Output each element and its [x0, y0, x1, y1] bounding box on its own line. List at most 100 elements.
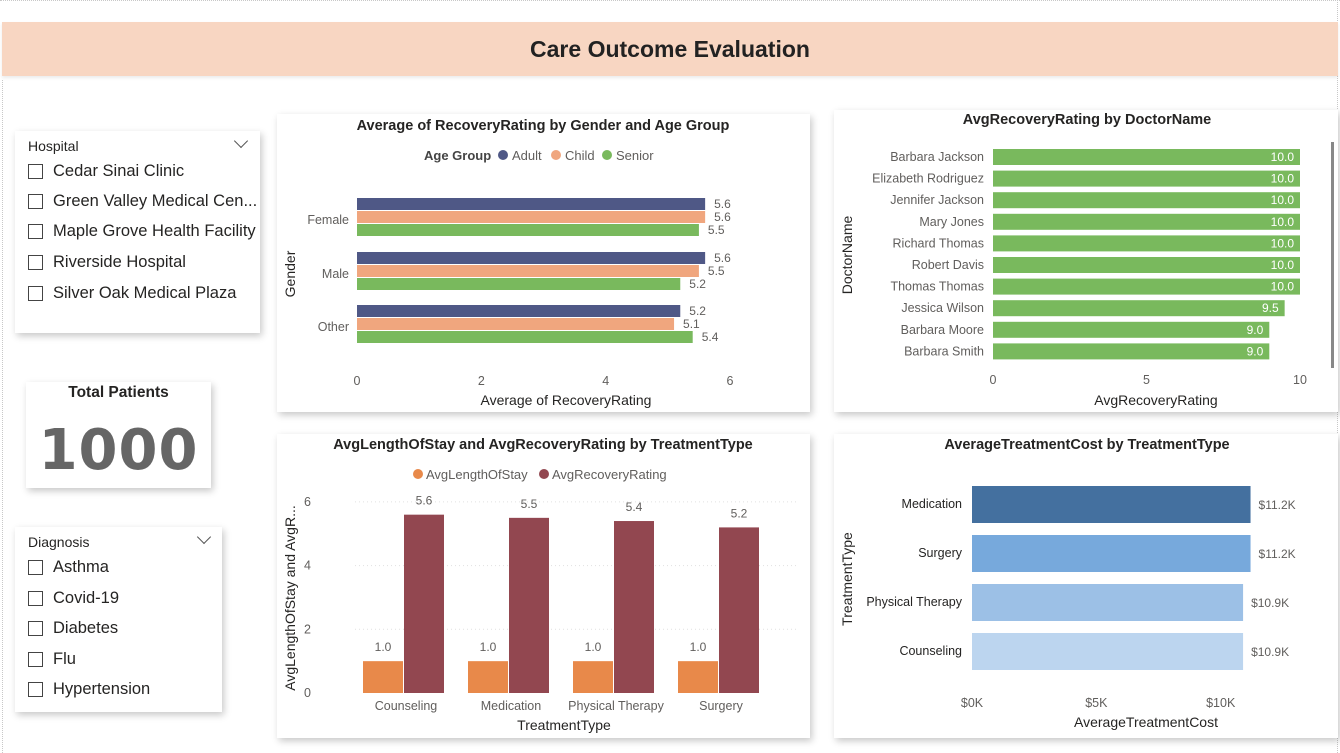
treatment-los-chart[interactable]: AvgLengthOfStay and AvgRecoveryRating by… — [277, 434, 810, 738]
cost-chart[interactable]: AverageTreatmentCost by TreatmentType Med… — [834, 434, 1338, 738]
checkbox[interactable] — [28, 620, 43, 636]
data-label: 5.5 — [708, 223, 725, 237]
doctor-bar — [993, 257, 1300, 273]
doctor-bar — [993, 149, 1300, 165]
slicer-item-silver-oak[interactable]: Silver Oak Medical Plaza — [28, 282, 236, 304]
legend-marker — [551, 150, 561, 160]
slicer-item-label: Maple Grove Health Facility — [53, 221, 256, 240]
slicer-item-label: Riverside Hospital — [53, 252, 186, 271]
chevron-down-icon[interactable] — [196, 529, 212, 545]
checkbox[interactable] — [28, 163, 43, 179]
y-tick-label: 2 — [304, 622, 311, 636]
data-label: 5.2 — [689, 304, 706, 318]
doctor-bar — [993, 278, 1300, 295]
category-label: Physical Therapy — [568, 699, 664, 713]
category-label: Other — [318, 320, 349, 334]
slicer-item-label: Silver Oak Medical Plaza — [53, 283, 237, 302]
category-label: Surgery — [918, 546, 963, 560]
slicer-item-riverside[interactable]: Riverside Hospital — [28, 251, 186, 273]
slicer-item-diabetes[interactable]: Diabetes — [28, 617, 118, 639]
diagnosis-slicer-title: Diagnosis — [28, 534, 90, 550]
x-axis-title: AverageTreatmentCost — [1074, 714, 1218, 730]
doctor-bar — [993, 343, 1270, 360]
checkbox[interactable] — [28, 285, 43, 301]
data-label: $10.9K — [1251, 645, 1289, 659]
slicer-item-label: Asthma — [53, 557, 109, 576]
data-label: 5.5 — [708, 264, 725, 278]
x-tick-label: $5K — [1085, 696, 1108, 710]
kpi-label: Total Patients — [68, 384, 169, 401]
slicer-item-maple-grove[interactable]: Maple Grove Health Facility — [28, 220, 256, 242]
slicer-item-covid-19[interactable]: Covid-19 — [28, 587, 119, 609]
y-axis-title: Gender — [282, 250, 298, 297]
data-label: 10.0 — [1271, 193, 1295, 207]
category-label: Male — [322, 267, 349, 281]
y-axis-title: DoctorName — [839, 216, 855, 295]
y-axis-title: AvgLengthOfStay and AvgR... — [282, 505, 298, 691]
category-label: Counseling — [899, 644, 962, 658]
slicer-item-hypertension[interactable]: Hypertension — [28, 678, 150, 700]
category-label: Medication — [481, 699, 541, 713]
scrollbar — [1331, 142, 1334, 368]
slicer-item-flu[interactable]: Flu — [28, 648, 76, 670]
x-tick-label: $10K — [1206, 696, 1236, 710]
bar-senior — [357, 278, 681, 290]
chart-title: Average of RecoveryRating by Gender and … — [357, 118, 730, 134]
chevron-down-icon[interactable] — [233, 133, 249, 149]
cost-chart-card[interactable]: AverageTreatmentCost by TreatmentType Med… — [834, 434, 1338, 738]
data-label: 5.6 — [714, 251, 731, 265]
checkbox[interactable] — [28, 590, 43, 606]
gender-age-chart-card[interactable]: Average of RecoveryRating by Gender and … — [277, 114, 810, 412]
doctor-bar — [993, 170, 1300, 187]
slicer-item-label: Green Valley Medical Cen... — [53, 191, 258, 210]
doctor-chart[interactable]: AvgRecoveryRating by DoctorName Barbara J… — [834, 110, 1338, 412]
data-label: 5.6 — [714, 197, 731, 211]
data-label: 1.0 — [690, 640, 707, 654]
slicer-item-label: Diabetes — [53, 618, 119, 637]
x-tick-label: 4 — [602, 374, 609, 388]
bar-recovery-rating — [614, 521, 654, 693]
category-label: Surgery — [699, 699, 744, 713]
legend-label: Child — [565, 148, 595, 163]
data-label: $10.9K — [1251, 596, 1289, 610]
data-label: 5.1 — [683, 317, 700, 331]
checkbox[interactable] — [28, 254, 43, 270]
y-tick-label: 4 — [304, 559, 311, 573]
doctor-bar — [993, 213, 1300, 230]
data-label: 5.6 — [416, 494, 433, 508]
checkbox[interactable] — [28, 681, 43, 697]
data-label: 10.0 — [1271, 258, 1295, 272]
legend-label: Adult — [512, 148, 542, 163]
cost-bar — [972, 633, 1244, 670]
data-label: 5.2 — [731, 506, 748, 520]
report-title: Care Outcome Evaluation — [530, 35, 810, 62]
slicer-item-asthma[interactable]: Asthma — [28, 556, 109, 578]
hospital-slicer[interactable]: Hospital Cedar Sinai Clinic Green Valley… — [15, 131, 260, 333]
checkbox[interactable] — [28, 651, 43, 667]
diagnosis-slicer[interactable]: Diagnosis Asthma Covid-19 Diabetes Flu H… — [15, 527, 222, 712]
slicer-item-cedar-sinai[interactable]: Cedar Sinai Clinic — [28, 160, 184, 182]
doctor-label: Jessica Wilson — [901, 301, 984, 315]
x-tick-label: 0 — [990, 373, 997, 387]
legend-label: AvgLengthOfStay — [426, 467, 528, 482]
x-tick-label: $0K — [961, 696, 984, 710]
slicer-item-label: Cedar Sinai Clinic — [53, 161, 185, 180]
legend-marker — [498, 150, 508, 160]
bar-adult — [357, 252, 706, 264]
doctor-label: Elizabeth Rodriguez — [872, 172, 984, 186]
gender-age-chart[interactable]: Average of RecoveryRating by Gender and … — [277, 114, 810, 412]
checkbox[interactable] — [28, 193, 43, 209]
doctor-chart-card[interactable]: AvgRecoveryRating by DoctorName Barbara J… — [834, 110, 1338, 412]
bar-child — [357, 211, 706, 223]
checkbox[interactable] — [28, 559, 43, 575]
data-label: $11.2K — [1259, 547, 1296, 561]
bar-adult — [357, 198, 706, 210]
legend-label: Senior — [616, 148, 654, 163]
doctor-label: Robert Davis — [912, 258, 984, 272]
legend-marker — [413, 469, 423, 479]
legend-marker — [539, 469, 549, 479]
treatment-los-chart-card[interactable]: AvgLengthOfStay and AvgRecoveryRating by… — [277, 434, 810, 738]
x-axis-title: TreatmentType — [517, 717, 611, 733]
slicer-item-green-valley[interactable]: Green Valley Medical Cen... — [28, 190, 257, 212]
checkbox[interactable] — [28, 223, 43, 239]
